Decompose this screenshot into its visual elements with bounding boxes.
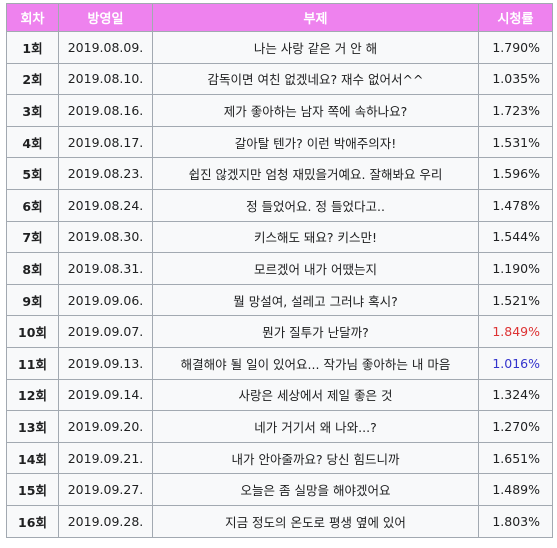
table-row: 5회 2019.08.23. 쉽진 않겠지만 엄청 재밌을거예요. 잘해봐요 우리 1… (6, 157, 553, 190)
subtitle-cell: 정 들었어요. 정 들었다고.. (152, 188, 479, 222)
subtitle-cell: 제가 좋아하는 남자 쪽에 속하나요? (152, 94, 479, 127)
episode-cell: 5회 (6, 157, 59, 190)
header-subtitle: 부제 (152, 3, 479, 32)
rating-cell: 1.190% (478, 252, 553, 285)
subtitle-cell: 모르겠어 내가 어땠는지 (152, 252, 479, 285)
rating-cell: 1.521% (478, 283, 553, 317)
episode-cell: 10회 (6, 315, 59, 348)
table-row: 3회 2019.08.16. 제가 좋아하는 남자 쪽에 속하나요? 1.723% (6, 94, 553, 127)
airdate-cell: 2019.08.16. (58, 94, 153, 127)
rating-cell: 1.849% (478, 315, 553, 348)
airdate-cell: 2019.09.14. (58, 378, 153, 412)
table-row: 1회 2019.08.09. 나는 사랑 같은 거 안 해 1.790% (6, 31, 553, 64)
table-row: 13회 2019.09.20. 네가 거기서 왜 나와...? 1.270% (6, 410, 553, 443)
rating-cell: 1.803% (478, 504, 553, 538)
airdate-cell: 2019.08.09. (58, 31, 153, 64)
header-episode: 회차 (6, 3, 59, 32)
episode-cell: 4회 (6, 125, 59, 159)
subtitle-cell: 뭘 망설여, 설레고 그러냐 혹시? (152, 283, 479, 317)
subtitle-cell: 지금 정도의 온도로 평생 옆에 있어 (152, 504, 479, 538)
airdate-cell: 2019.08.23. (58, 157, 153, 190)
subtitle-cell: 나는 사랑 같은 거 안 해 (152, 31, 479, 64)
rating-cell: 1.723% (478, 94, 553, 127)
rating-cell: 1.270% (478, 410, 553, 443)
table-row: 8회 2019.08.31. 모르겠어 내가 어땠는지 1.190% (6, 252, 553, 285)
episode-cell: 11회 (6, 346, 59, 380)
episode-cell: 6회 (6, 188, 59, 222)
table-row: 10회 2019.09.07. 뭔가 질투가 난달까? 1.849% (6, 315, 553, 348)
episode-cell: 1회 (6, 31, 59, 64)
rating-cell: 1.035% (478, 62, 553, 96)
airdate-cell: 2019.08.24. (58, 188, 153, 222)
airdate-cell: 2019.09.27. (58, 473, 153, 506)
subtitle-cell: 쉽진 않겠지만 엄청 재밌을거예요. 잘해봐요 우리 (152, 157, 479, 190)
episode-cell: 7회 (6, 220, 59, 254)
table-row: 2회 2019.08.10. 감독이면 여친 없겠네요? 재수 없어서^^ 1.035… (6, 62, 553, 96)
table-row: 12회 2019.09.14. 사랑은 세상에서 제일 좋은 것 1.324% (6, 378, 553, 412)
table-row: 6회 2019.08.24. 정 들었어요. 정 들었다고.. 1.478% (6, 188, 553, 222)
table-row: 7회 2019.08.30. 키스해도 돼요? 키스만! 1.544% (6, 220, 553, 254)
airdate-cell: 2019.09.07. (58, 315, 153, 348)
rating-cell: 1.324% (478, 378, 553, 412)
airdate-cell: 2019.09.13. (58, 346, 153, 380)
episode-cell: 12회 (6, 378, 59, 412)
subtitle-cell: 네가 거기서 왜 나와...? (152, 410, 479, 443)
subtitle-cell: 갈아탈 텐가? 이런 박애주의자! (152, 125, 479, 159)
subtitle-cell: 오늘은 좀 실망을 해야겠어요 (152, 473, 479, 506)
table-row: 9회 2019.09.06. 뭘 망설여, 설레고 그러냐 혹시? 1.521% (6, 283, 553, 317)
subtitle-cell: 해결해야 될 일이 있어요... 작가님 좋아하는 내 마음 (152, 346, 479, 380)
episode-cell: 8회 (6, 252, 59, 285)
rating-cell: 1.531% (478, 125, 553, 159)
rating-cell: 1.544% (478, 220, 553, 254)
rating-cell: 1.478% (478, 188, 553, 222)
rating-cell: 1.489% (478, 473, 553, 506)
table-row: 4회 2019.08.17. 갈아탈 텐가? 이런 박애주의자! 1.531% (6, 125, 553, 159)
subtitle-cell: 뭔가 질투가 난달까? (152, 315, 479, 348)
header-airdate: 방영일 (58, 3, 153, 32)
episode-cell: 9회 (6, 283, 59, 317)
episode-cell: 13회 (6, 410, 59, 443)
subtitle-cell: 내가 안아줄까요? 당신 힘드니까 (152, 441, 479, 475)
airdate-cell: 2019.08.10. (58, 62, 153, 96)
episode-cell: 3회 (6, 94, 59, 127)
table-row: 16회 2019.09.28. 지금 정도의 온도로 평생 옆에 있어 1.803% (6, 504, 553, 538)
header-row: 회차 방영일 부제 시청률 (6, 3, 553, 32)
rating-cell: 1.651% (478, 441, 553, 475)
episode-cell: 2회 (6, 62, 59, 96)
airdate-cell: 2019.09.21. (58, 441, 153, 475)
subtitle-cell: 사랑은 세상에서 제일 좋은 것 (152, 378, 479, 412)
airdate-cell: 2019.08.17. (58, 125, 153, 159)
rating-cell: 1.596% (478, 157, 553, 190)
subtitle-cell: 감독이면 여친 없겠네요? 재수 없어서^^ (152, 62, 479, 96)
episode-cell: 15회 (6, 473, 59, 506)
header-rating: 시청률 (478, 3, 553, 32)
table-row: 11회 2019.09.13. 해결해야 될 일이 있어요... 작가님 좋아하는 … (6, 346, 553, 380)
airdate-cell: 2019.09.06. (58, 283, 153, 317)
airdate-cell: 2019.08.30. (58, 220, 153, 254)
airdate-cell: 2019.08.31. (58, 252, 153, 285)
episode-table-container: 회차 방영일 부제 시청률 1회 2019.08.09. 나는 사랑 같은 거 안 … (6, 3, 553, 538)
episode-cell: 16회 (6, 504, 59, 538)
rating-cell: 1.016% (478, 346, 553, 380)
airdate-cell: 2019.09.20. (58, 410, 153, 443)
episode-cell: 14회 (6, 441, 59, 475)
rating-cell: 1.790% (478, 31, 553, 64)
subtitle-cell: 키스해도 돼요? 키스만! (152, 220, 479, 254)
episode-table: 회차 방영일 부제 시청률 1회 2019.08.09. 나는 사랑 같은 거 안 … (6, 3, 553, 538)
airdate-cell: 2019.09.28. (58, 504, 153, 538)
table-row: 14회 2019.09.21. 내가 안아줄까요? 당신 힘드니까 1.651% (6, 441, 553, 475)
table-row: 15회 2019.09.27. 오늘은 좀 실망을 해야겠어요 1.489% (6, 473, 553, 506)
